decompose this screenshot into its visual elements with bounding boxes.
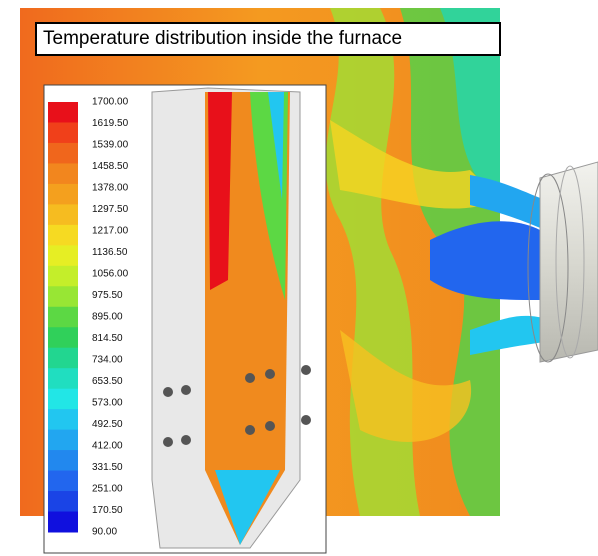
legend-swatch	[48, 102, 78, 123]
legend-swatch	[48, 348, 78, 369]
legend-label: 1700.00	[92, 97, 129, 108]
nozzle	[163, 387, 173, 397]
legend-swatch	[48, 163, 78, 184]
burner	[540, 162, 598, 362]
legend-swatch	[48, 204, 78, 225]
legend-label: 331.50	[92, 462, 123, 473]
legend-label: 492.50	[92, 419, 123, 430]
nozzle	[301, 365, 311, 375]
legend-label: 1056.00	[92, 269, 129, 280]
legend-label: 734.00	[92, 355, 123, 366]
nozzle	[181, 435, 191, 445]
legend-label: 251.00	[92, 484, 123, 495]
nozzle	[301, 415, 311, 425]
legend-swatch	[48, 389, 78, 410]
nozzle	[245, 373, 255, 383]
nozzle	[245, 425, 255, 435]
title: Temperature distribution inside the furn…	[35, 22, 501, 56]
legend-label: 975.50	[92, 290, 123, 301]
legend-swatch	[48, 225, 78, 246]
nozzle	[163, 437, 173, 447]
legend-swatch	[48, 512, 78, 533]
legend-label: 1297.50	[92, 204, 129, 215]
legend-label: 1458.50	[92, 161, 129, 172]
legend-label: 573.00	[92, 398, 123, 409]
legend-label: 1539.00	[92, 140, 129, 151]
legend-swatch	[48, 368, 78, 389]
legend-swatch	[48, 471, 78, 492]
legend-swatch	[48, 450, 78, 471]
nozzle	[265, 421, 275, 431]
legend-swatch	[48, 286, 78, 307]
cfd-scene: 1700.00 1619.50 1539.00 1458.50 1378.00 1297.…	[0, 0, 598, 556]
legend-label: 814.50	[92, 333, 123, 344]
field-jet	[430, 221, 540, 300]
legend-label: 1217.00	[92, 226, 129, 237]
legend-label: 895.00	[92, 312, 123, 323]
legend-label: 90.00	[92, 527, 117, 538]
legend-swatch	[48, 122, 78, 143]
legend-label: 1619.50	[92, 118, 129, 129]
legend-swatch	[48, 184, 78, 205]
legend-label: 653.50	[92, 376, 123, 387]
legend-swatch	[48, 245, 78, 266]
legend-swatch	[48, 430, 78, 451]
legend-label: 170.50	[92, 505, 123, 516]
figure: 1700.00 1619.50 1539.00 1458.50 1378.00 1297.…	[0, 0, 598, 556]
legend-swatch	[48, 327, 78, 348]
legend-swatch	[48, 143, 78, 164]
legend-label: 1136.50	[92, 247, 128, 258]
legend-swatch	[48, 266, 78, 287]
legend-swatch	[48, 307, 78, 328]
legend-swatch	[48, 491, 78, 512]
nozzle	[265, 369, 275, 379]
legend-label: 1378.00	[92, 183, 129, 194]
furnace-field	[208, 92, 232, 290]
legend-swatch	[48, 409, 78, 430]
legend-label: 412.00	[92, 441, 123, 452]
nozzle	[181, 385, 191, 395]
